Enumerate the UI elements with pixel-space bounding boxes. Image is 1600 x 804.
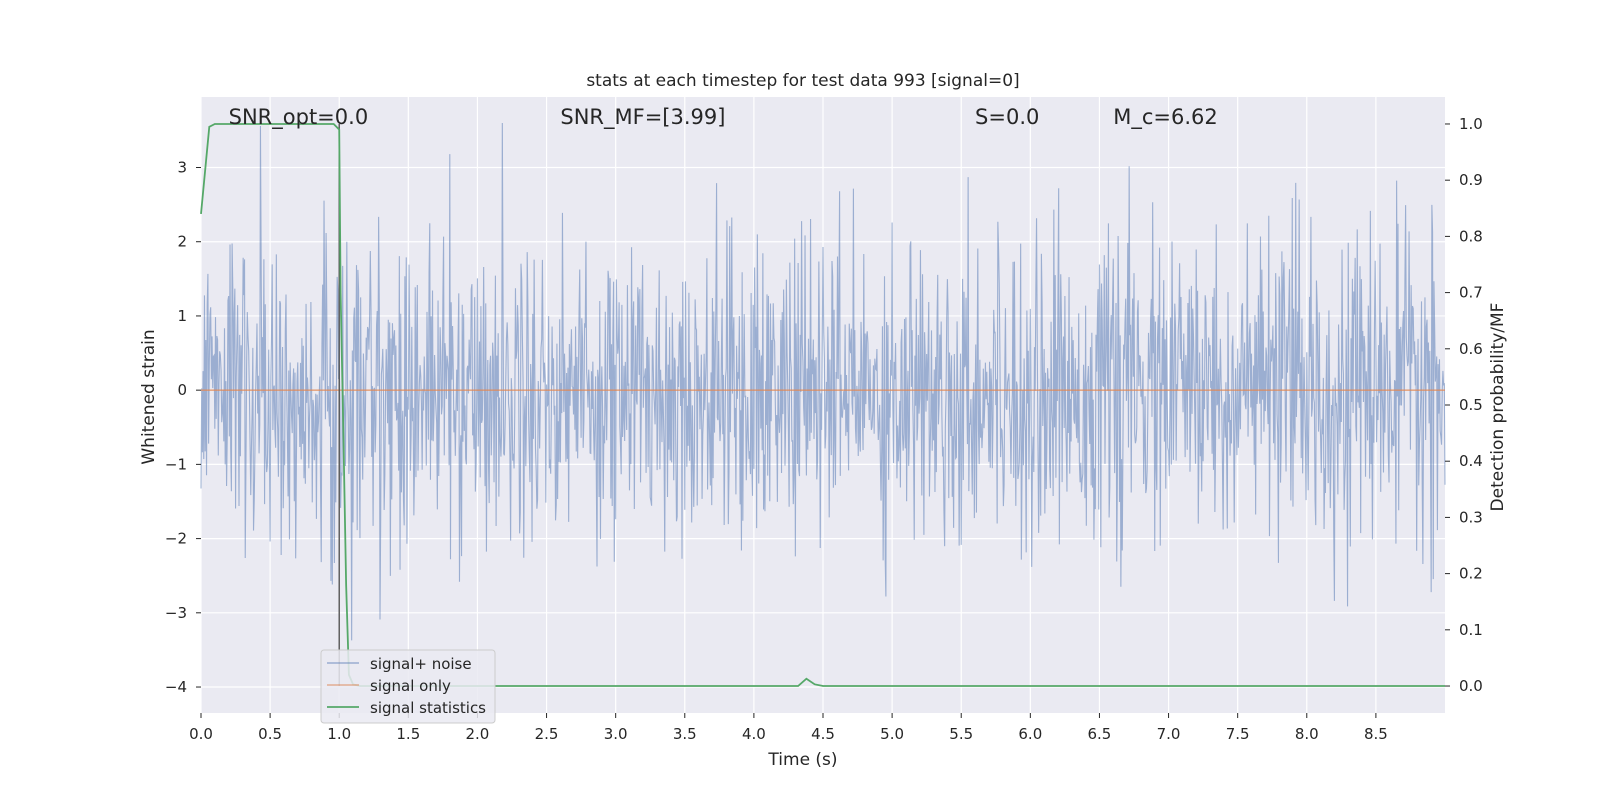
x-tick-label: 2.0 [466, 725, 490, 743]
legend-box [320, 649, 496, 724]
annotation-text: SNR_opt=0.0 [229, 105, 369, 130]
x-tick-label: 1.5 [396, 725, 420, 743]
y-tick-label: 1 [177, 307, 187, 325]
y-tick-label: 3 [177, 159, 187, 177]
x-tick-label: 5.0 [880, 725, 904, 743]
x-tick-label: 7.5 [1226, 725, 1250, 743]
y2-tick-label: 0.9 [1459, 171, 1483, 189]
y2-tick-label: 1.0 [1459, 115, 1483, 133]
noise-series-layer [200, 122, 1446, 641]
x-tick-label: 5.5 [949, 725, 973, 743]
y-tick-label: −4 [165, 678, 187, 696]
legend-label-signal-only: signal only [370, 677, 451, 695]
y-tick-label: 2 [177, 233, 187, 251]
y2-tick-label: 0.6 [1459, 340, 1483, 358]
annotation-text: SNR_MF=[3.99] [560, 105, 725, 130]
x-tick-label: 7.0 [1157, 725, 1181, 743]
x-tick-label: 6.5 [1088, 725, 1112, 743]
x-tick-label: 8.0 [1295, 725, 1319, 743]
legend: signal+ noise signal only signal statist… [320, 649, 496, 724]
x-tick-label: 0.0 [189, 725, 213, 743]
annotation-text: M_c=6.62 [1113, 105, 1218, 130]
legend-label-signal-noise: signal+ noise [370, 655, 472, 673]
y2-tick-label: 0.0 [1459, 677, 1483, 695]
chart-title: stats at each timestep for test data 993… [586, 71, 1019, 91]
x-tick-label: 3.5 [673, 725, 697, 743]
x-tick-label: 6.0 [1018, 725, 1042, 743]
y-tick-label: −3 [165, 604, 187, 622]
series-signal-noise-line [200, 122, 1446, 641]
x-tick-label: 4.0 [742, 725, 766, 743]
y2-tick-label: 0.5 [1459, 396, 1483, 414]
y-axis-label: Whitened strain [139, 329, 159, 464]
x-tick-label: 4.5 [811, 725, 835, 743]
y2-tick-label: 0.3 [1459, 508, 1483, 526]
x-tick-label: 2.5 [535, 725, 559, 743]
y2-tick-label: 0.1 [1459, 621, 1483, 639]
x-axis-label: Time (s) [767, 750, 837, 770]
x-tick-label: 0.5 [258, 725, 282, 743]
y2-tick-label: 0.7 [1459, 284, 1483, 302]
legend-label-signal-statistics: signal statistics [370, 699, 486, 717]
y2-tick-label: 0.8 [1459, 227, 1483, 245]
y-tick-label: −1 [165, 455, 187, 473]
y2-tick-label: 0.2 [1459, 565, 1483, 583]
annotation-layer: SNR_opt=0.0 SNR_MF=[3.99] S=0.0 M_c=6.62 [229, 105, 1218, 130]
y2-tick-label: 0.4 [1459, 452, 1483, 470]
x-tick-label: 8.5 [1364, 725, 1388, 743]
y-tick-label: 0 [177, 381, 187, 399]
x-tick-label: 1.0 [327, 725, 351, 743]
y-tick-label: −2 [165, 530, 187, 548]
x-tick-label: 3.0 [604, 725, 628, 743]
annotation-text: S=0.0 [975, 105, 1039, 129]
axes-layer: 0.0 0.5 1.0 1.5 2.0 2.5 3.0 3.5 4.0 4.5 5.0 5.5 6.0 6… [165, 115, 1483, 743]
y2-axis-label: Detection probability/MF [1488, 303, 1508, 512]
